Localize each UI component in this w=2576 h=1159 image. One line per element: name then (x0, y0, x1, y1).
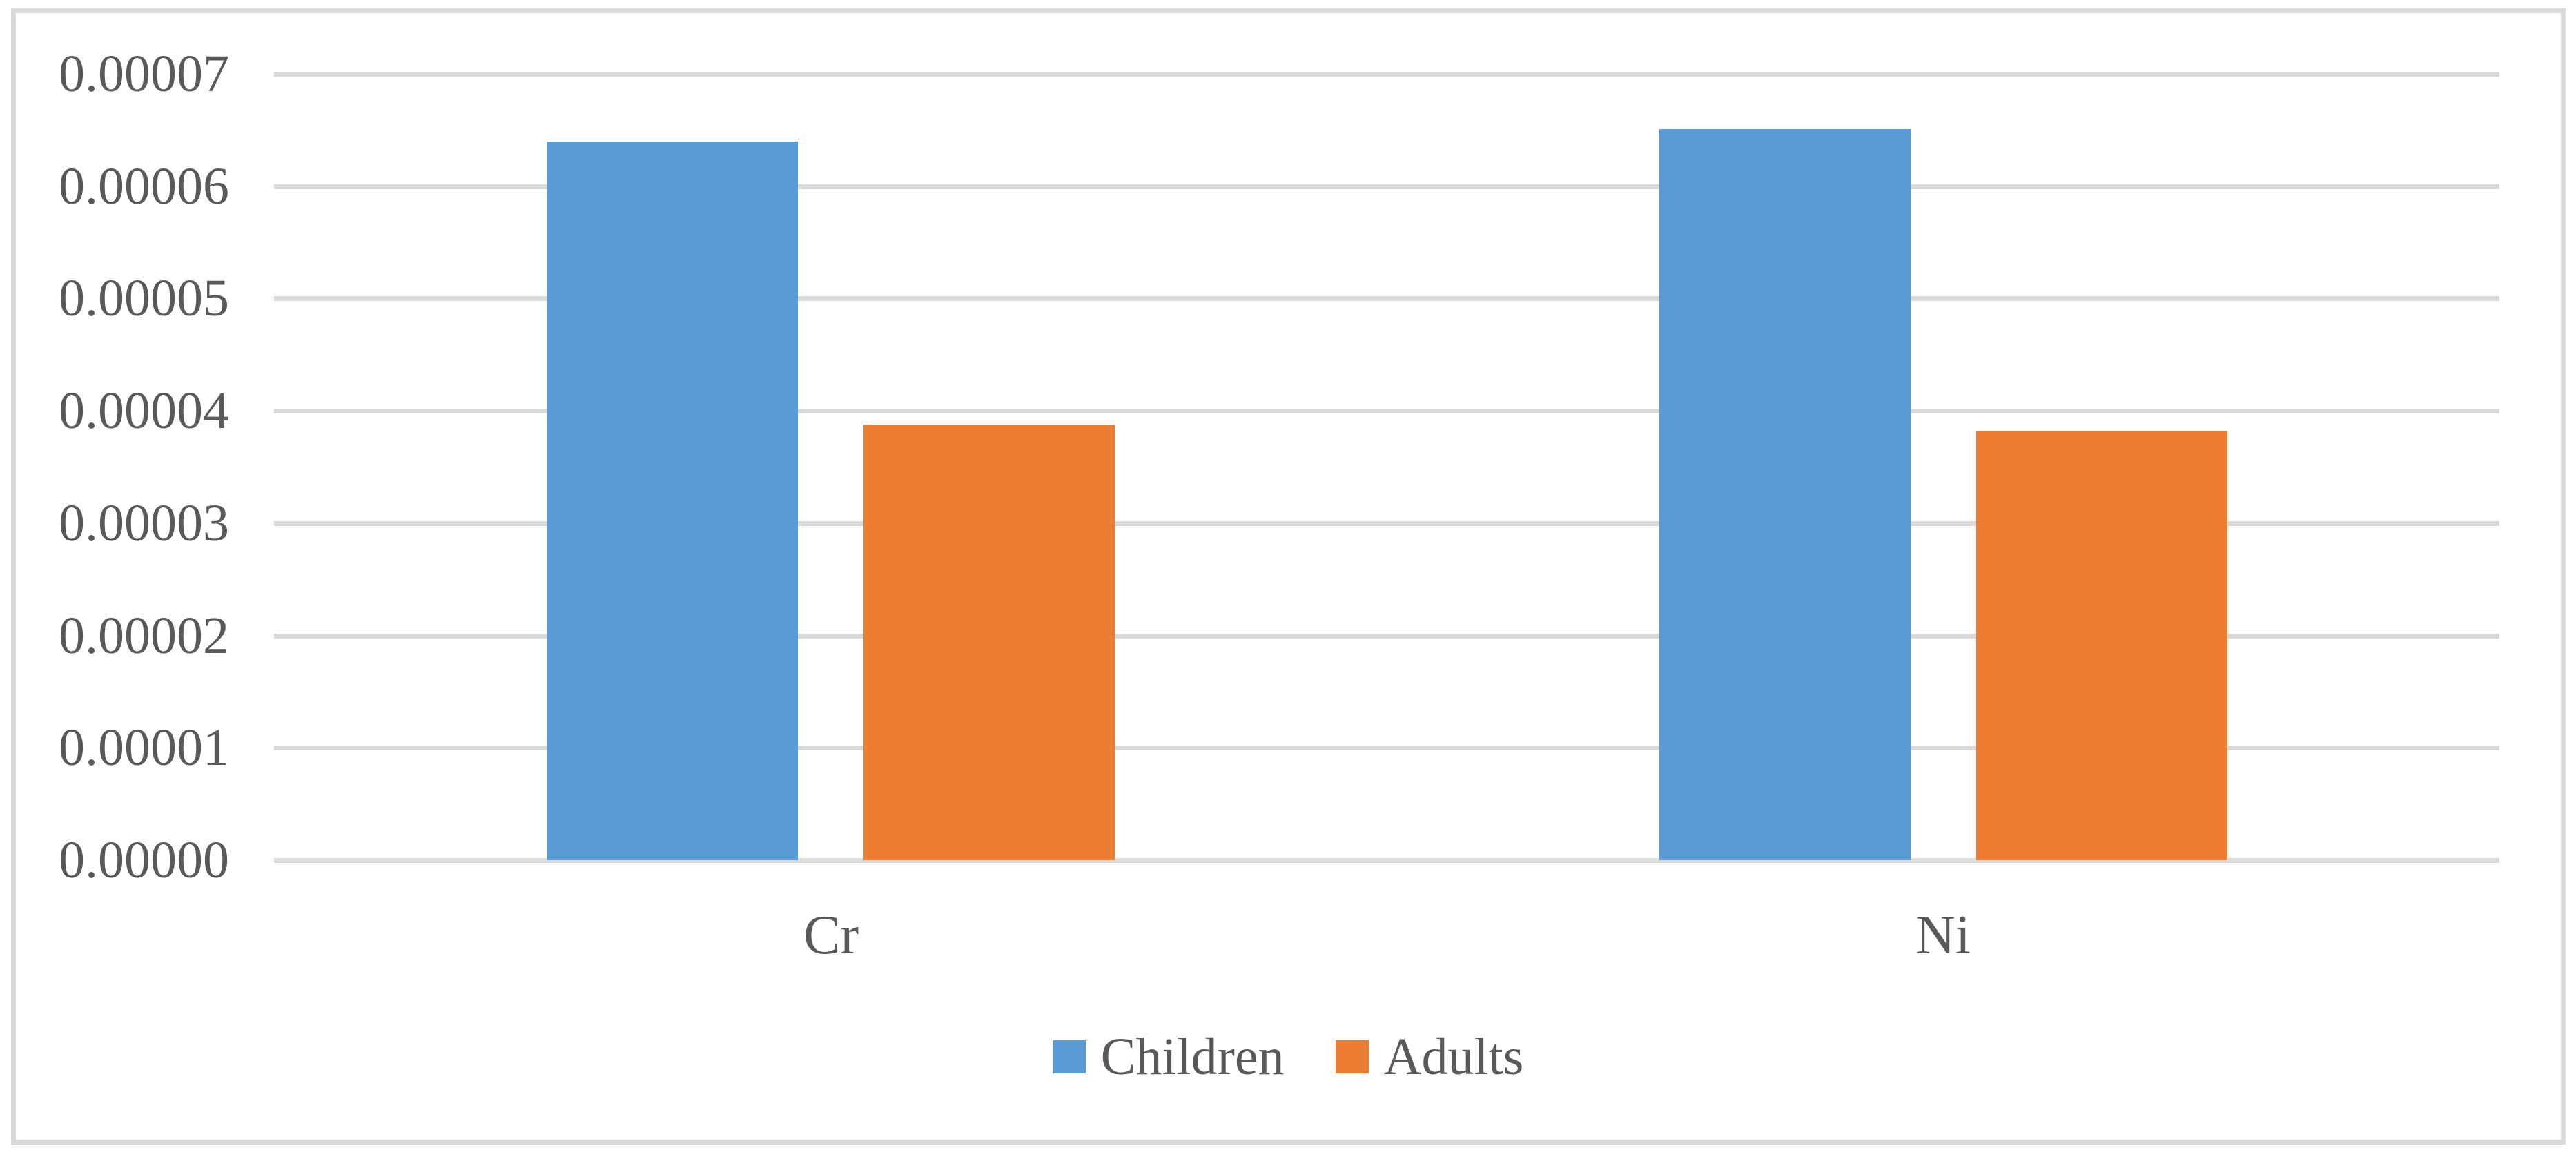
bar-cr-adults (863, 424, 1115, 860)
legend: Children Adults (0, 1022, 2576, 1091)
x-axis-category-label-ni: Ni (1915, 905, 1971, 966)
legend-item-children: Children (1052, 1028, 1285, 1086)
legend-swatch-children (1052, 1040, 1086, 1073)
gridline (274, 520, 2499, 526)
legend-label-adults: Adults (1383, 1028, 1524, 1086)
gridline (274, 633, 2499, 639)
y-axis-tick-label: 0.00000 (59, 831, 229, 889)
chart-border (11, 8, 2566, 1145)
y-axis-tick-label: 0.00003 (59, 494, 229, 552)
y-axis-tick-label: 0.00001 (59, 719, 229, 777)
y-axis-tick-label: 0.00005 (59, 269, 229, 328)
x-axis-category-label-cr: Cr (803, 905, 859, 966)
bar-cr-children (546, 141, 798, 860)
y-axis-tick-label: 0.00004 (59, 382, 229, 440)
gridline (274, 296, 2499, 302)
gridline (274, 858, 2499, 863)
gridline (274, 184, 2499, 189)
gridline (274, 746, 2499, 751)
gridline (274, 409, 2499, 414)
y-axis-tick-label: 0.00002 (59, 606, 229, 665)
legend-label-children: Children (1100, 1028, 1285, 1086)
bar-ni-adults (1975, 431, 2227, 860)
legend-swatch-adults (1335, 1040, 1369, 1073)
y-axis-tick-label: 0.00007 (59, 45, 229, 103)
legend-item-adults: Adults (1335, 1028, 1524, 1086)
y-axis-tick-label: 0.00006 (59, 157, 229, 215)
gridline (274, 72, 2499, 77)
bar-ni-children (1659, 128, 1911, 860)
